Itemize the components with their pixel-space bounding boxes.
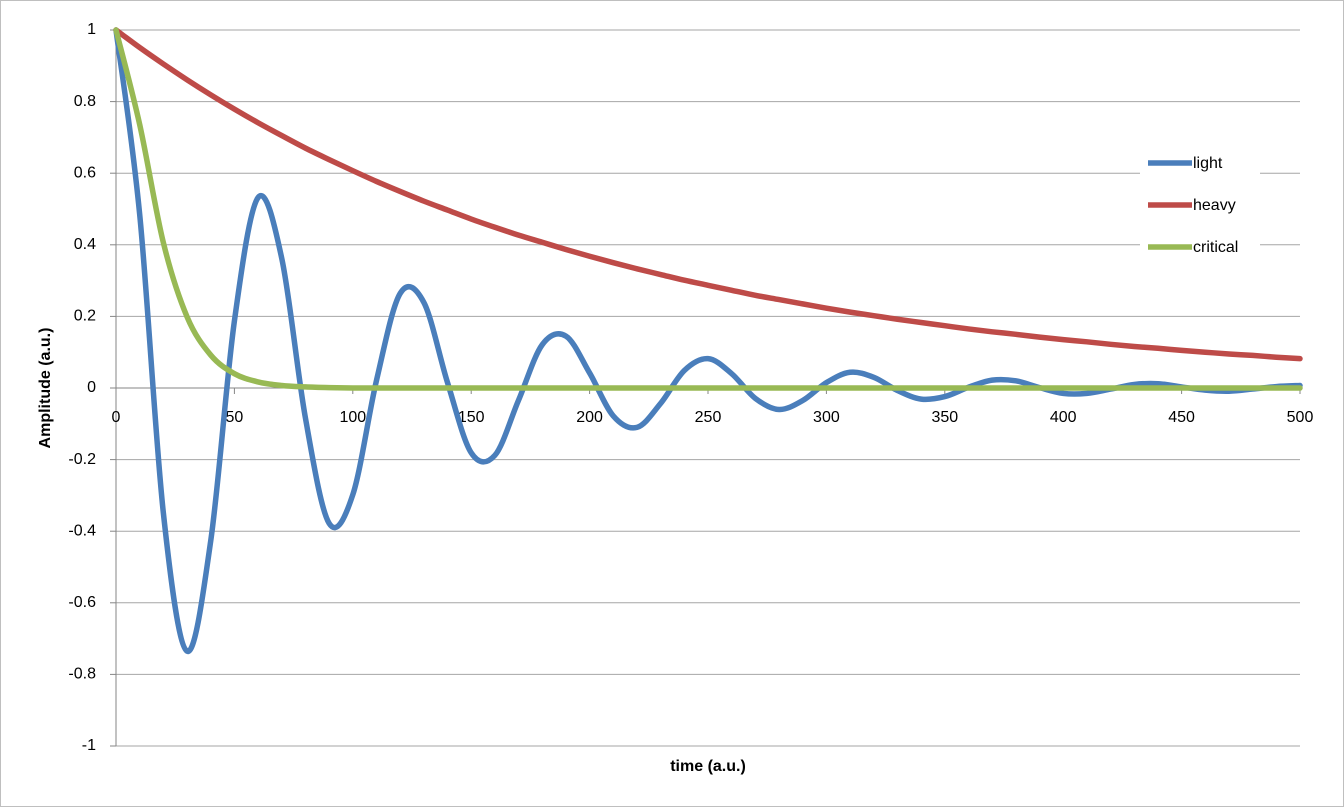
x-tick-label: 350 xyxy=(931,409,958,426)
legend: light heavy critical xyxy=(1140,142,1260,270)
x-axis-title: time (a.u.) xyxy=(670,758,746,775)
series-line xyxy=(113,27,1303,654)
x-tick-label: 300 xyxy=(813,409,840,426)
legend-label: light xyxy=(1193,155,1223,172)
x-tick-label: 50 xyxy=(226,409,244,426)
y-tick-label: 1 xyxy=(87,21,96,38)
series-line xyxy=(113,27,1303,391)
y-tick-label: -0.4 xyxy=(68,522,96,539)
x-tick-label: 0 xyxy=(112,409,121,426)
x-tick-label: 500 xyxy=(1287,409,1314,426)
y-tick-label: -0.2 xyxy=(68,451,96,468)
x-tick-label: 150 xyxy=(458,409,485,426)
y-tick-label: -0.6 xyxy=(68,594,96,611)
y-axis-title: Amplitude (a.u.) xyxy=(37,328,54,449)
y-tick-label: 0.4 xyxy=(74,236,96,253)
x-tick-label: 450 xyxy=(1168,409,1195,426)
legend-label: heavy xyxy=(1193,197,1236,214)
x-tick-label: 400 xyxy=(1050,409,1077,426)
y-tick-label: -1 xyxy=(82,737,96,754)
x-tick-label: 100 xyxy=(339,409,366,426)
x-tick-label: 250 xyxy=(695,409,722,426)
y-tick-label: 0.2 xyxy=(74,308,96,325)
x-tick-label: 200 xyxy=(576,409,603,426)
legend-label: critical xyxy=(1193,239,1238,256)
y-tick-label: 0 xyxy=(87,379,96,396)
y-tick-label: 0.6 xyxy=(74,164,96,181)
y-tick-label: 0.8 xyxy=(74,93,96,110)
series-line xyxy=(113,27,1303,362)
y-tick-label: -0.8 xyxy=(68,666,96,683)
